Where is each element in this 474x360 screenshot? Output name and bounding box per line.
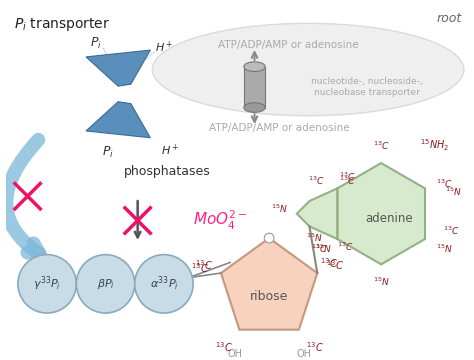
Polygon shape	[337, 163, 425, 264]
Text: $^{13}C$: $^{13}C$	[194, 258, 212, 272]
Text: $^{15}N$: $^{15}N$	[271, 203, 288, 215]
Text: $P_i$: $P_i$	[90, 36, 102, 51]
Text: $^{13}C$: $^{13}C$	[215, 340, 233, 354]
Text: OH: OH	[227, 349, 242, 359]
Polygon shape	[297, 188, 337, 239]
Polygon shape	[86, 50, 150, 86]
FancyBboxPatch shape	[244, 67, 265, 108]
Text: $\alpha^{33}P_i$: $\alpha^{33}P_i$	[149, 275, 178, 293]
Ellipse shape	[76, 255, 135, 313]
Ellipse shape	[152, 23, 464, 116]
Text: $^{13}C$: $^{13}C$	[373, 139, 390, 152]
Text: $^{15}NH_2$: $^{15}NH_2$	[420, 138, 449, 153]
Circle shape	[264, 233, 274, 243]
Text: $^{13}C$: $^{13}C$	[308, 174, 324, 187]
Polygon shape	[86, 102, 150, 138]
Text: $^{13}C$: $^{13}C$	[443, 225, 460, 238]
Text: $MoO_4^{2-}$: $MoO_4^{2-}$	[193, 209, 247, 232]
Text: $^{15}N$: $^{15}N$	[445, 186, 462, 198]
Ellipse shape	[18, 255, 76, 313]
FancyArrowPatch shape	[6, 140, 40, 254]
Text: $^{13}C$: $^{13}C$	[339, 174, 356, 187]
Text: phosphatases: phosphatases	[124, 165, 210, 178]
Text: $^{15}N$: $^{15}N$	[373, 276, 390, 288]
Text: $^{13}C$: $^{13}C$	[306, 340, 323, 354]
Text: $P_i$: $P_i$	[102, 145, 114, 160]
Text: $H^+$: $H^+$	[161, 143, 179, 158]
Text: adenine: adenine	[365, 212, 413, 225]
Text: OH: OH	[296, 349, 311, 359]
Text: $^{15}N$: $^{15}N$	[306, 232, 323, 244]
Ellipse shape	[244, 103, 265, 112]
Text: $^{13}C$: $^{13}C$	[320, 256, 338, 270]
Text: $H^+$: $H^+$	[155, 40, 173, 55]
Text: $^{13}C$: $^{13}C$	[436, 177, 453, 190]
Text: ribose: ribose	[250, 290, 288, 303]
Text: $^{15}N$: $^{15}N$	[436, 243, 453, 255]
Text: $\beta P_i$: $\beta P_i$	[97, 277, 115, 291]
Text: $P_i$ transporter: $P_i$ transporter	[14, 16, 110, 33]
Text: $^{13}C$: $^{13}C$	[339, 171, 356, 183]
Ellipse shape	[135, 255, 193, 313]
Text: $^{13}C$: $^{13}C$	[326, 258, 344, 272]
Text: ATP/ADP/AMP or adenosine: ATP/ADP/AMP or adenosine	[209, 123, 349, 133]
Text: $\gamma^{33}P_i$: $\gamma^{33}P_i$	[33, 275, 61, 293]
Text: root: root	[437, 13, 462, 26]
Ellipse shape	[244, 62, 265, 72]
Text: ATP/ADP/AMP or adenosine: ATP/ADP/AMP or adenosine	[219, 40, 359, 50]
Text: $^{15}N$: $^{15}N$	[315, 243, 332, 255]
Polygon shape	[221, 238, 317, 330]
Text: $^{13}C$: $^{13}C$	[191, 261, 209, 275]
Text: nucleotide-, nucleoside-,
nucleobase transporter: nucleotide-, nucleoside-, nucleobase tra…	[311, 77, 422, 98]
Text: $^{13}C$: $^{13}C$	[337, 240, 354, 253]
Text: $^{13}C$: $^{13}C$	[311, 243, 328, 255]
